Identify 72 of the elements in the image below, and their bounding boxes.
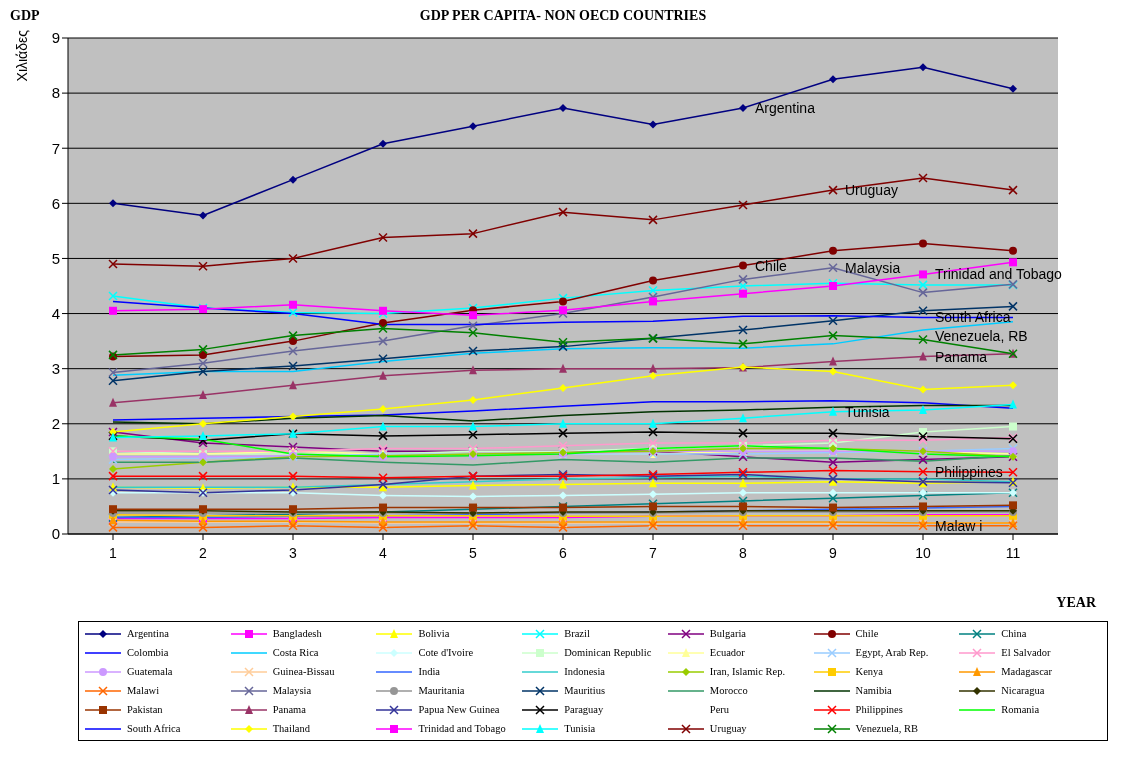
legend-label: Mauritania <box>418 685 465 696</box>
legend-label: Ecuador <box>709 647 745 658</box>
annotation: Trinidad and Tobago <box>935 266 1063 283</box>
legend-label: Malawi <box>127 685 160 696</box>
legend-label: Bulgaria <box>709 628 746 639</box>
x-tick-label: 9 <box>829 544 838 561</box>
legend-label: South Africa <box>127 723 181 734</box>
legend-label: Madagascar <box>1001 666 1053 677</box>
legend-label: Thailand <box>272 723 311 734</box>
x-tick-label: 8 <box>739 544 748 561</box>
x-tick-label: 6 <box>559 544 568 561</box>
legend-label: Guinea-Bissau <box>272 666 335 677</box>
annotation: Malaysia <box>845 259 901 276</box>
y-tick-label: 5 <box>51 249 60 267</box>
y-tick-label: 9 <box>51 29 60 47</box>
legend-label: Morocco <box>709 685 748 696</box>
legend-label: Mauritius <box>564 685 605 696</box>
x-tick-label: 1 <box>109 544 118 561</box>
y-tick-label: 6 <box>51 194 60 212</box>
x-tick-label: 2 <box>199 544 208 561</box>
x-tick-label: 11 <box>1005 544 1021 561</box>
legend-label: Indonesia <box>564 666 605 677</box>
legend-label: Malaysia <box>272 685 312 696</box>
legend-label: Bangladesh <box>272 628 322 639</box>
legend-label: Panama <box>272 704 306 715</box>
y-tick-label: 2 <box>51 415 60 433</box>
x-tick-label: 7 <box>649 544 658 561</box>
y-tick-label: 8 <box>51 84 60 102</box>
x-tick-label: 10 <box>915 544 931 561</box>
y-tick-label: 4 <box>51 304 60 322</box>
legend-label: Philippines <box>855 704 903 715</box>
annotation: Venezuela, RB <box>935 327 1028 344</box>
y-tick-label: 3 <box>51 359 60 377</box>
legend-label: Uruguay <box>709 723 747 734</box>
legend-label: Chile <box>855 628 879 639</box>
x-tick-label: 5 <box>469 544 478 561</box>
x-axis-title: YEAR <box>1056 595 1096 611</box>
annotation: Uruguay <box>845 182 898 199</box>
y-tick-label: 7 <box>51 139 60 157</box>
legend-label: China <box>1001 628 1027 639</box>
legend-label: Romania <box>1001 704 1040 715</box>
legend-label: Brazil <box>564 628 590 639</box>
legend-label: Cote d'Ivoire <box>418 647 474 658</box>
chart-title: GDP PER CAPITA- NON OECD COUNTRIES <box>419 8 707 23</box>
legend-label: Argentina <box>127 628 169 639</box>
legend-label: Paraguay <box>564 704 604 715</box>
legend-label: Trinidad and Tobago <box>418 723 506 734</box>
legend-label: Tunisia <box>564 723 596 734</box>
legend-label: Papua New Guinea <box>418 704 500 715</box>
x-tick-label: 3 <box>289 544 298 561</box>
x-tick-label: 4 <box>379 544 388 561</box>
text: Χιλιάδες <box>14 30 30 82</box>
annotation: Chile <box>755 257 788 274</box>
y-axis-title: GDP <box>10 8 40 24</box>
legend-label: Pakistan <box>127 704 163 715</box>
legend-label: Colombia <box>127 647 169 658</box>
y-tick-label: 0 <box>51 525 60 543</box>
legend-label: Bolivia <box>418 628 450 639</box>
legend-label: Guatemala <box>127 666 173 677</box>
legend-label: Iran, Islamic Rep. <box>709 666 786 677</box>
legend-label: India <box>418 666 440 677</box>
legend-label: Dominican Republic <box>564 647 652 658</box>
legend-label: Costa Rica <box>272 647 319 658</box>
y-tick-label: 1 <box>51 470 60 488</box>
legend-label: Nicaragua <box>1001 685 1045 696</box>
annotation: Argentina <box>755 99 816 116</box>
legend-label: El Salvador <box>1001 647 1051 658</box>
text: Peru <box>709 704 730 715</box>
legend-label: Venezuela, RB <box>855 723 918 734</box>
legend-label: Kenya <box>855 666 883 677</box>
legend-label: Namibia <box>855 685 892 696</box>
legend-label: Egypt, Arab Rep. <box>855 647 929 658</box>
